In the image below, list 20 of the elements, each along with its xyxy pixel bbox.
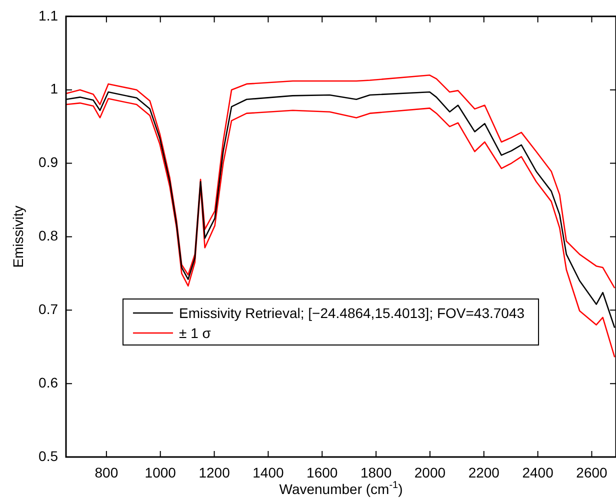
x-tick-label: 1200 xyxy=(198,464,230,480)
x-tick-label: 1800 xyxy=(360,464,392,480)
x-tick-label: 800 xyxy=(94,464,118,480)
y-tick-label: 0.5 xyxy=(38,448,58,464)
x-tick-label: 1400 xyxy=(252,464,284,480)
y-axis-title: Emissivity xyxy=(10,206,26,268)
legend-label: ± 1 σ xyxy=(179,324,212,341)
y-tick-label: 0.6 xyxy=(38,374,58,390)
y-tick-label: 0.7 xyxy=(38,300,58,317)
x-tick-label: 1600 xyxy=(306,464,338,480)
y-tick-label: 0.9 xyxy=(38,154,58,170)
y-tick-label: 0.8 xyxy=(38,228,58,244)
x-tick-label: 2000 xyxy=(414,464,446,480)
x-tick-label: 2600 xyxy=(576,464,608,480)
x-tick-label: 2400 xyxy=(522,464,554,480)
x-tick-label: 1000 xyxy=(144,464,176,480)
y-tick-label: 1 xyxy=(50,80,58,97)
x-tick-label: 2200 xyxy=(468,464,500,480)
legend-label: Emissivity Retrieval; [−24.4864,15.4013]; FOV=43.7043 xyxy=(179,304,525,321)
y-tick-label: 1.1 xyxy=(38,7,58,24)
